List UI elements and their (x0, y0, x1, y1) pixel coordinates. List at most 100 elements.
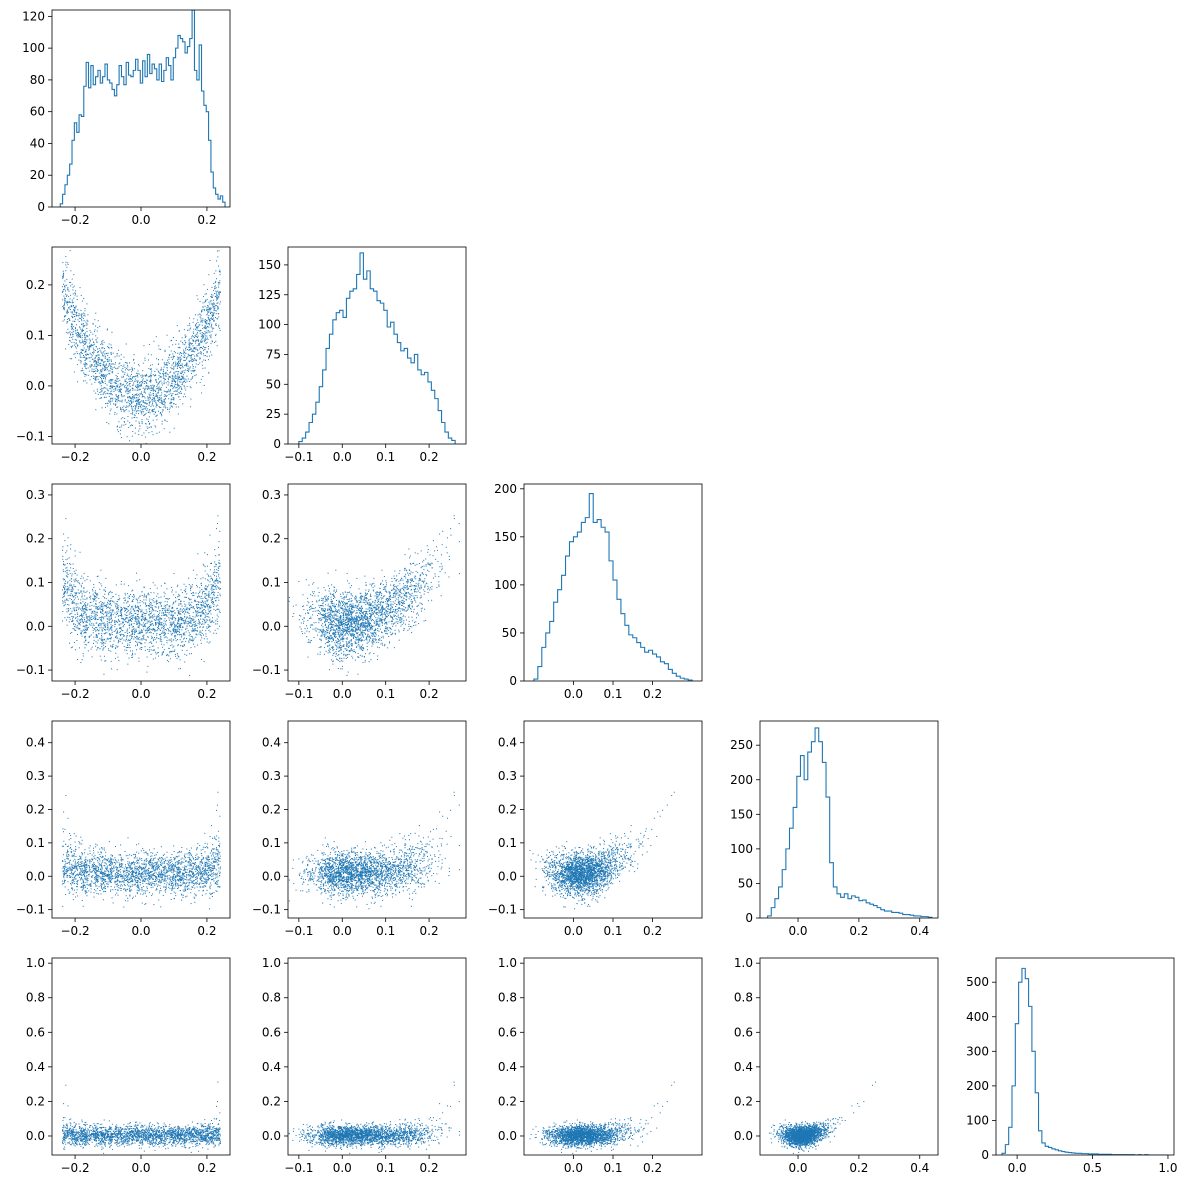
scatter-point (213, 569, 215, 571)
scatter-point (106, 388, 108, 390)
y-tick-label: 50 (266, 377, 281, 391)
scatter-point (83, 610, 85, 612)
scatter-point (181, 371, 183, 373)
scatter-point (137, 400, 139, 402)
scatter-point (113, 386, 115, 388)
scatter-point (94, 331, 96, 333)
scatter-point (111, 646, 113, 648)
y-tick-label: 0 (37, 200, 45, 214)
scatter-point (102, 375, 104, 377)
scatter-point (216, 563, 218, 565)
scatter-point (109, 618, 111, 620)
scatter-point (104, 633, 106, 635)
scatter-point (125, 409, 127, 411)
scatter-point (101, 616, 103, 618)
scatter-point (171, 368, 173, 370)
scatter-point (218, 265, 220, 267)
scatter-point (102, 630, 104, 632)
scatter-point (205, 605, 207, 607)
scatter-point (136, 600, 138, 602)
scatter-point (160, 389, 162, 391)
scatter-point (112, 385, 114, 387)
scatter-point (176, 639, 178, 641)
scatter-point (126, 388, 128, 390)
scatter-point (63, 533, 65, 535)
scatter-point (120, 388, 122, 390)
scatter-point (206, 307, 208, 309)
scatter-point (131, 402, 133, 404)
scatter-point (208, 372, 210, 374)
scatter-point (148, 625, 150, 627)
scatter-point (190, 640, 192, 642)
scatter-point (115, 593, 117, 595)
scatter-point (178, 595, 180, 597)
scatter-point (78, 628, 80, 630)
scatter-point (136, 609, 138, 611)
scatter-point (219, 580, 221, 582)
scatter-point (137, 605, 139, 607)
scatter-point (178, 598, 180, 600)
scatter-point (84, 606, 86, 608)
scatter-point (205, 321, 207, 323)
scatter-point (98, 582, 100, 584)
scatter-point (84, 610, 86, 612)
scatter-point (115, 645, 117, 647)
scatter-point (77, 580, 79, 582)
scatter-point (169, 652, 171, 654)
scatter-point (149, 628, 151, 630)
scatter-point (197, 600, 199, 602)
scatter-point (129, 440, 131, 442)
scatter-point (188, 617, 190, 619)
scatter-point (78, 314, 80, 316)
scatter-point (67, 262, 69, 264)
scatter-point (156, 419, 158, 421)
y-tick-label: 150 (258, 258, 281, 272)
scatter-point (80, 662, 82, 664)
scatter-point (174, 619, 176, 621)
scatter-point (84, 333, 86, 335)
scatter-point (192, 606, 194, 608)
scatter-point (180, 624, 182, 626)
scatter-point (144, 617, 146, 619)
scatter-point (63, 592, 65, 594)
scatter-point (128, 644, 130, 646)
scatter-point (212, 585, 214, 587)
scatter-point (172, 614, 174, 616)
scatter-point (138, 630, 140, 632)
scatter-point (96, 649, 98, 651)
scatter-point (98, 617, 100, 619)
scatter-point (192, 331, 194, 333)
scatter-point (168, 617, 170, 619)
scatter-point (189, 588, 191, 590)
scatter-point (131, 626, 133, 628)
scatter-point (168, 361, 170, 363)
scatter-point (143, 390, 145, 392)
scatter-point (65, 559, 67, 561)
scatter-point (179, 377, 181, 379)
scatter-point (197, 593, 199, 595)
scatter-point (101, 347, 103, 349)
scatter-point (151, 637, 153, 639)
scatter-point (124, 380, 126, 382)
scatter-point (76, 593, 78, 595)
scatter-point (106, 604, 108, 606)
scatter-point (84, 647, 86, 649)
scatter-point (159, 619, 161, 621)
scatter-point (67, 600, 69, 602)
scatter-point (68, 290, 70, 292)
scatter-point (149, 598, 151, 600)
scatter-point (145, 374, 147, 376)
scatter-point (62, 320, 64, 322)
scatter-point (106, 367, 108, 369)
scatter-point (114, 657, 116, 659)
scatter-point (70, 301, 72, 303)
scatter-point (80, 584, 82, 586)
scatter-point (156, 616, 158, 618)
scatter-point (114, 362, 116, 364)
scatter-point (127, 593, 129, 595)
scatter-point (185, 590, 187, 592)
scatter-point (183, 600, 185, 602)
scatter-point (71, 594, 73, 596)
scatter-point (183, 589, 185, 591)
